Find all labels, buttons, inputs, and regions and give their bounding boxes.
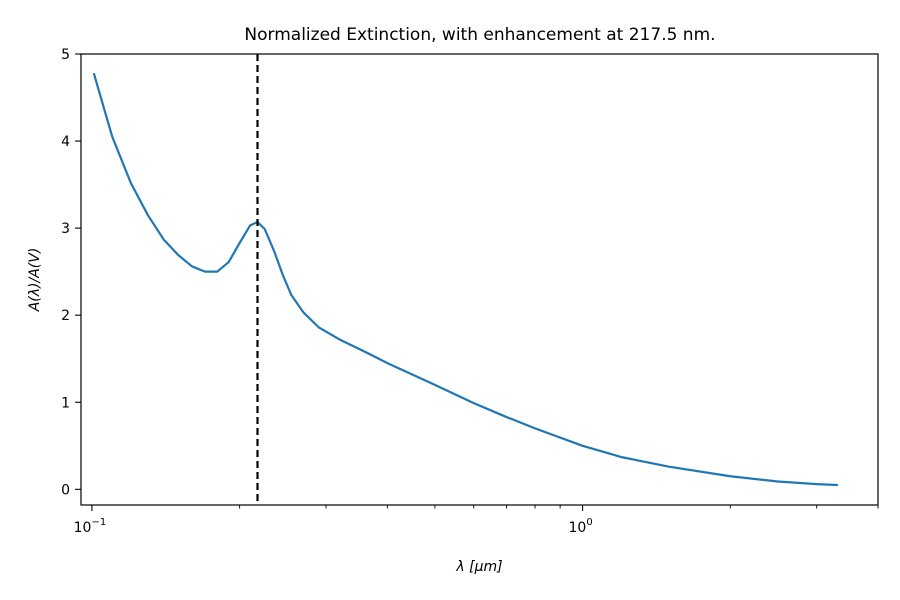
y-axis-label: A(λ)/A(V) xyxy=(27,248,43,313)
y-tick-label: 3 xyxy=(61,221,70,237)
x-tick-exponent: −1 xyxy=(91,517,106,528)
x-tick-label: 100 xyxy=(568,517,592,536)
x-tick-label: 10−1 xyxy=(74,517,107,536)
y-tick-label: 2 xyxy=(61,308,70,324)
series-line xyxy=(92,72,839,487)
y-tick-label: 4 xyxy=(61,134,70,150)
series-layer xyxy=(92,72,839,487)
y-tick-label: 1 xyxy=(61,395,70,411)
x-tick-base: 10 xyxy=(74,520,92,536)
axes-frame xyxy=(80,53,879,506)
y-tick-label: 0 xyxy=(61,482,70,498)
y-tick-label: 5 xyxy=(61,47,70,63)
y-axis-ticks: 0 1 2 3 4 5 xyxy=(61,47,81,498)
chart-title: Normalized Extinction, with enhancement … xyxy=(244,25,715,45)
x-tick-base: 10 xyxy=(568,520,586,536)
x-tick-exponent: 0 xyxy=(586,517,592,528)
x-axis-label: λ [μm] xyxy=(455,559,502,575)
